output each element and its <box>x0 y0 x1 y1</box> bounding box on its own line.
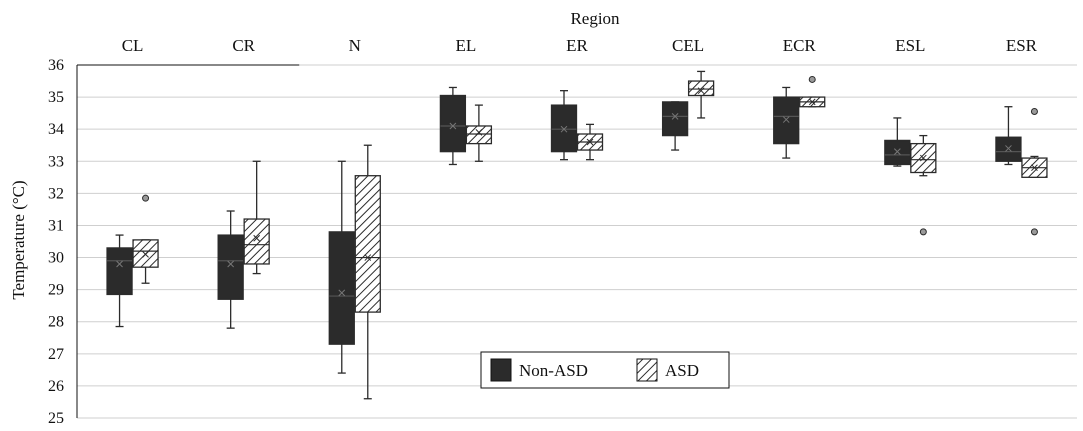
mean-marker <box>671 112 679 120</box>
box-non-asd-er <box>550 90 578 161</box>
box-iqr <box>550 104 578 153</box>
mean-marker <box>697 87 705 95</box>
y-tick-label-34: 34 <box>48 121 64 138</box>
box-iqr <box>687 80 715 97</box>
box-asd-ecr <box>799 75 826 108</box>
category-label-er: ER <box>566 36 588 55</box>
mean-marker <box>586 138 594 146</box>
box-non-asd-cl <box>106 234 133 328</box>
category-label-el: EL <box>455 36 476 55</box>
legend: Non-ASD ASD <box>480 351 730 389</box>
box-iqr <box>995 136 1022 162</box>
category-label-cr: CR <box>232 36 255 55</box>
box-non-asd-cr <box>217 210 244 329</box>
box-non-asd-el <box>439 86 467 166</box>
mean-marker <box>116 260 123 268</box>
box-asd-cel <box>687 70 715 119</box>
y-tick-label-31: 31 <box>48 217 64 234</box>
box-iqr <box>328 231 355 345</box>
category-label-esl: ESL <box>895 36 925 55</box>
box-asd-cl <box>132 194 159 284</box>
mean-marker <box>893 148 901 155</box>
box-asd-esr <box>1021 108 1048 236</box>
mean-marker <box>253 234 261 242</box>
box-asd-n <box>354 144 381 400</box>
mean-marker <box>475 129 483 136</box>
x-axis-title: Region <box>570 9 620 28</box>
legend-swatch-non-asd <box>490 358 512 382</box>
box-iqr <box>465 125 493 145</box>
mean-marker <box>338 289 346 297</box>
y-tick-labels: 25 26 27 28 29 30 31 32 33 34 35 36 <box>48 57 64 427</box>
box-iqr <box>243 218 270 265</box>
y-tick-label-30: 30 <box>48 250 64 267</box>
box-iqr <box>773 96 800 145</box>
category-label-esr: ESR <box>1006 36 1038 55</box>
y-tick-label-27: 27 <box>48 346 64 363</box>
outlier-point <box>142 194 150 202</box>
box-iqr <box>132 239 159 268</box>
box-iqr <box>439 94 467 153</box>
mean-marker <box>560 125 568 133</box>
box-asd-el <box>465 104 493 162</box>
mean-marker <box>1005 145 1012 152</box>
legend-label-asd: ASD <box>665 361 699 380</box>
outlier-point <box>919 228 927 236</box>
y-tick-label-25: 25 <box>48 410 64 426</box>
mean-marker <box>142 250 149 258</box>
box-iqr <box>884 139 911 166</box>
box-non-asd-esl <box>884 117 911 167</box>
category-label-cel: CEL <box>672 36 704 55</box>
box-non-asd-ecr <box>773 86 800 159</box>
box-iqr <box>106 247 133 296</box>
y-tick-label-32: 32 <box>48 185 64 202</box>
mean-marker <box>227 260 235 268</box>
boxes <box>106 70 1048 400</box>
category-label-ecr: ECR <box>783 36 817 55</box>
category-label-cl: CL <box>122 36 144 55</box>
outlier-point <box>808 75 816 83</box>
y-tick-label-29: 29 <box>48 282 64 299</box>
legend-swatch-asd <box>636 358 658 382</box>
mean-marker <box>808 98 816 106</box>
box-iqr <box>661 101 689 137</box>
box-iqr <box>217 234 244 300</box>
mean-marker <box>449 122 457 130</box>
legend-label-non-asd: Non-ASD <box>519 361 588 380</box>
box-iqr <box>354 175 381 313</box>
y-tick-label-28: 28 <box>48 314 64 331</box>
category-label-n: N <box>349 36 361 55</box>
y-tick-label-36: 36 <box>48 57 64 74</box>
box-asd-er <box>576 123 604 161</box>
outlier-point <box>1030 228 1038 236</box>
y-tick-label-33: 33 <box>48 153 64 170</box>
box-non-asd-cel <box>661 101 689 151</box>
box-non-asd-esr <box>995 106 1022 166</box>
box-asd-cr <box>243 160 270 275</box>
box-asd-esl <box>910 134 937 236</box>
category-labels: CL CR N EL ER CEL ECR ESL ESR <box>122 36 1038 55</box>
mean-marker <box>1031 164 1038 172</box>
outlier-point <box>1030 108 1038 116</box>
y-axis-title: Temperature (°C) <box>9 180 28 299</box>
mean-marker <box>782 116 790 123</box>
mean-marker <box>364 254 372 261</box>
box-non-asd-n <box>328 160 355 374</box>
y-tick-label-26: 26 <box>48 378 64 395</box>
legend-frame <box>480 351 730 389</box>
mean-marker <box>919 154 927 162</box>
y-tick-label-35: 35 <box>48 89 64 106</box>
